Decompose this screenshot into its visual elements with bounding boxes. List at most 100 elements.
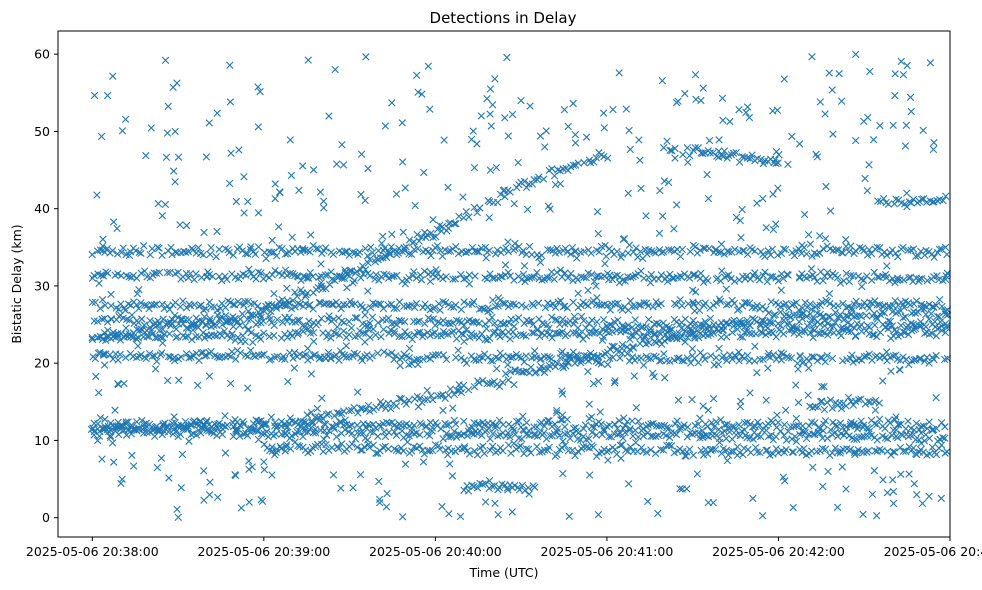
detection-marker: [743, 103, 752, 111]
detection-marker: [529, 301, 538, 310]
detection-marker: [315, 273, 323, 281]
detection-marker: [941, 243, 950, 252]
detection-marker: [865, 350, 873, 358]
detection-marker: [405, 353, 413, 362]
detection-marker: [599, 333, 608, 341]
detection-marker: [908, 356, 916, 365]
detection-marker: [135, 304, 143, 313]
detection-marker: [941, 423, 949, 431]
detection-marker: [688, 345, 697, 353]
detection-marker: [175, 376, 183, 384]
detection-marker: [551, 363, 560, 371]
detection-marker: [691, 70, 700, 79]
detection-marker: [416, 431, 424, 439]
detection-marker: [518, 481, 527, 490]
detection-marker: [372, 254, 380, 263]
detection-marker: [339, 327, 348, 335]
detection-marker: [671, 154, 679, 162]
detection-marker: [460, 298, 468, 306]
detection-marker: [225, 179, 234, 188]
detection-marker: [846, 422, 854, 430]
detection-marker: [637, 426, 646, 435]
detection-marker: [715, 136, 723, 144]
detection-marker: [257, 269, 265, 277]
detection-marker: [635, 301, 643, 309]
detection-marker: [941, 434, 949, 442]
detection-marker: [120, 379, 128, 388]
detection-marker: [254, 427, 262, 435]
detection-marker: [486, 85, 495, 93]
detection-marker: [133, 426, 141, 435]
detection-marker: [379, 246, 388, 255]
detection-marker: [163, 268, 172, 277]
detection-marker: [325, 112, 333, 120]
detection-marker: [836, 419, 845, 427]
detection-marker: [448, 432, 456, 440]
detection-marker: [667, 442, 676, 450]
detection-marker: [552, 406, 561, 415]
detection-marker: [790, 251, 799, 260]
detection-marker: [386, 250, 395, 258]
detection-marker: [576, 331, 584, 339]
detection-marker: [158, 251, 166, 260]
detection-marker: [376, 499, 384, 507]
detection-marker: [364, 401, 373, 410]
detection-marker: [281, 250, 290, 258]
detection-marker: [475, 319, 483, 327]
detection-marker: [445, 421, 453, 429]
detection-marker: [195, 356, 203, 365]
detection-marker: [697, 431, 705, 439]
detection-marker: [138, 416, 146, 425]
detection-marker: [646, 328, 655, 336]
detection-marker: [905, 360, 913, 369]
detection-marker: [699, 244, 708, 252]
detection-marker: [286, 136, 294, 144]
detection-marker: [464, 427, 473, 435]
detection-marker: [800, 309, 808, 317]
detection-marker: [148, 352, 157, 360]
detection-marker: [567, 250, 575, 258]
detection-marker: [319, 447, 327, 456]
detection-marker: [521, 277, 529, 286]
detection-marker: [676, 252, 685, 261]
detection-marker: [159, 315, 167, 323]
detection-marker: [937, 441, 946, 449]
detection-marker: [334, 444, 343, 453]
detection-marker: [654, 509, 662, 518]
detection-marker: [414, 360, 422, 369]
detection-marker: [590, 277, 598, 286]
detection-marker: [328, 300, 336, 309]
detection-marker: [241, 337, 249, 346]
detection-marker: [309, 429, 318, 437]
detection-marker: [504, 268, 512, 277]
detection-marker: [691, 143, 699, 152]
detection-marker: [871, 297, 879, 305]
detection-marker: [635, 326, 643, 335]
detection-marker: [436, 445, 444, 453]
detection-marker: [735, 105, 743, 114]
detection-marker: [525, 431, 533, 440]
detection-marker: [203, 416, 211, 425]
detection-marker: [899, 71, 908, 79]
detection-marker: [892, 195, 900, 203]
detection-marker: [271, 194, 279, 203]
detection-marker: [876, 121, 884, 130]
detection-marker: [142, 151, 150, 160]
detection-marker: [244, 307, 253, 316]
detection-marker: [410, 303, 419, 312]
detection-marker: [707, 352, 715, 360]
detection-marker: [935, 295, 944, 304]
detection-marker: [398, 119, 406, 127]
detection-marker: [556, 431, 564, 440]
detection-marker: [920, 357, 929, 365]
detection-marker: [829, 322, 838, 331]
detection-marker: [558, 362, 567, 370]
detection-marker: [401, 280, 409, 288]
detection-marker: [462, 326, 471, 334]
detection-marker: [150, 432, 159, 440]
detection-marker: [784, 353, 793, 362]
detection-marker: [356, 404, 365, 413]
detection-marker: [134, 342, 142, 350]
detection-marker: [616, 354, 624, 362]
detection-marker: [301, 425, 310, 433]
